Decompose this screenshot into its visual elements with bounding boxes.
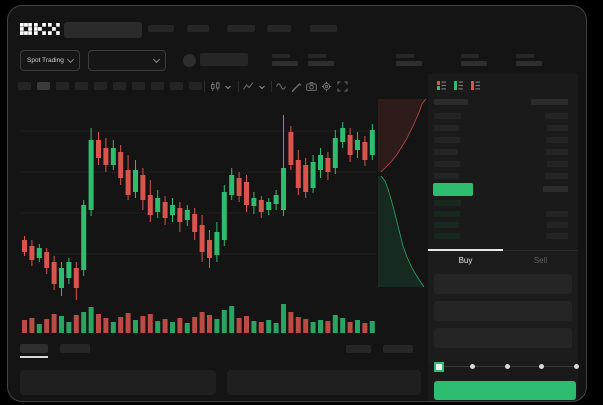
price-input[interactable] (434, 274, 572, 294)
bid-row[interactable] (428, 211, 578, 219)
amount-input[interactable] (434, 301, 572, 321)
orderbook-view-bids-icon[interactable] (453, 80, 464, 91)
chevron-down-icon[interactable] (259, 85, 265, 90)
orderbook-header[interactable] (428, 99, 578, 107)
submit-buy-button[interactable] (434, 381, 576, 400)
timeframe-chip[interactable] (189, 82, 202, 90)
total-input[interactable] (434, 328, 572, 348)
ticker-stat (396, 54, 422, 66)
last-price-pill (433, 183, 473, 196)
ask-row[interactable] (428, 125, 578, 133)
timeframe-chip[interactable] (132, 82, 145, 90)
chevron-down-icon (66, 55, 74, 64)
tab-sell-label: Sell (533, 256, 548, 265)
bid-row[interactable] (428, 233, 578, 241)
draw-pencil-icon[interactable] (291, 81, 302, 92)
tab-buy[interactable]: Buy (428, 252, 503, 269)
trading-mode-select[interactable]: Spot Trading (20, 50, 80, 71)
slider-stop-dot[interactable] (470, 364, 475, 369)
ticker-stat (461, 54, 487, 66)
bottom-tab-active[interactable] (20, 344, 48, 353)
depth-chart (378, 98, 427, 288)
tab-sell[interactable]: Sell (503, 252, 578, 269)
pair-name-placeholder (200, 53, 248, 66)
tab-buy-label: Buy (458, 256, 473, 265)
divider (204, 81, 205, 92)
timeframe-chip[interactable] (56, 82, 69, 90)
wave-line-icon[interactable] (276, 81, 287, 92)
last-price-row[interactable] (428, 183, 578, 197)
candlestick-chart[interactable] (18, 95, 380, 340)
divider (271, 81, 272, 92)
nav-item[interactable] (148, 25, 174, 32)
nav-item[interactable] (227, 25, 255, 32)
timeframe-chip[interactable] (75, 82, 88, 90)
chevron-down-icon (152, 55, 161, 64)
timeframe-chip[interactable] (37, 82, 50, 90)
ticker-stat (308, 54, 334, 66)
slider-stop-dot[interactable] (504, 364, 510, 369)
okx-logo[interactable] (20, 23, 60, 36)
timeframe-chip[interactable] (18, 82, 31, 90)
chart-type-icon[interactable] (210, 81, 221, 92)
divider (238, 81, 239, 92)
timeframe-chip[interactable] (113, 82, 126, 90)
ticker-stat (272, 54, 298, 66)
gear-icon[interactable] (321, 81, 332, 92)
timeframe-chip[interactable] (170, 82, 183, 90)
timeframe-chip[interactable] (94, 82, 107, 90)
bottom-panel (20, 370, 216, 395)
timeframe-chip[interactable] (151, 82, 164, 90)
bottom-right-tab[interactable] (346, 345, 371, 353)
orderbook-view-combined-icon[interactable] (436, 80, 447, 91)
fullscreen-icon[interactable] (337, 81, 348, 92)
ask-row[interactable] (428, 161, 578, 169)
indicators-icon[interactable] (243, 81, 254, 92)
orderbook-view-asks-icon[interactable] (470, 80, 481, 91)
slider-stop-dot[interactable] (573, 364, 579, 369)
ticker-stat (516, 54, 542, 66)
ask-row[interactable] (428, 149, 578, 157)
slider-handle[interactable] (433, 362, 444, 372)
active-tab-indicator (428, 249, 503, 251)
app-window: Spot Trading (8, 6, 586, 401)
nav-item[interactable] (310, 25, 337, 32)
orderbook-rows (428, 96, 578, 248)
slider-stop-dot[interactable] (539, 364, 544, 369)
tab-divider (428, 250, 578, 251)
nav-item[interactable] (267, 25, 291, 32)
bottom-panel (227, 370, 421, 395)
ask-row[interactable] (428, 137, 578, 145)
trading-mode-label: Spot Trading (27, 57, 64, 64)
bid-row[interactable] (428, 200, 578, 208)
camera-icon[interactable] (306, 81, 317, 92)
ask-row[interactable] (428, 113, 578, 121)
search-input[interactable] (64, 22, 142, 38)
bottom-tab-underline (20, 356, 48, 358)
bid-row[interactable] (428, 222, 578, 230)
coin-avatar (183, 54, 196, 67)
ask-row[interactable] (428, 173, 578, 181)
bottom-right-tab[interactable] (383, 345, 413, 353)
chevron-down-icon[interactable] (225, 85, 231, 90)
bottom-tab[interactable] (60, 344, 90, 353)
nav-item[interactable] (187, 25, 209, 32)
pair-select[interactable] (88, 50, 166, 71)
